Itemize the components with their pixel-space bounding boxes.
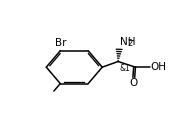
Text: O: O bbox=[129, 78, 138, 88]
Text: Br: Br bbox=[55, 38, 67, 48]
Text: 2: 2 bbox=[127, 39, 132, 48]
Text: OH: OH bbox=[151, 62, 167, 72]
Text: NH: NH bbox=[120, 37, 135, 47]
Text: &1: &1 bbox=[119, 64, 130, 73]
